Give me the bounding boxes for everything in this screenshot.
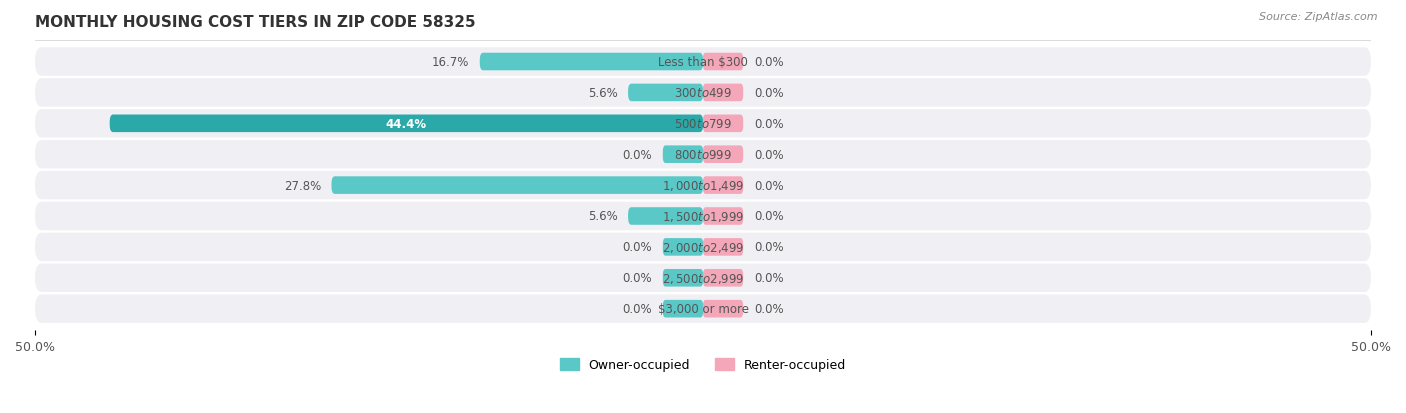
FancyBboxPatch shape (703, 239, 744, 256)
FancyBboxPatch shape (35, 141, 1371, 169)
FancyBboxPatch shape (703, 300, 744, 318)
FancyBboxPatch shape (35, 202, 1371, 230)
FancyBboxPatch shape (35, 48, 1371, 76)
FancyBboxPatch shape (662, 239, 703, 256)
FancyBboxPatch shape (35, 233, 1371, 261)
Text: 5.6%: 5.6% (588, 210, 617, 223)
FancyBboxPatch shape (35, 264, 1371, 292)
Text: 0.0%: 0.0% (623, 302, 652, 316)
Text: 44.4%: 44.4% (385, 118, 427, 131)
FancyBboxPatch shape (35, 171, 1371, 200)
Text: 16.7%: 16.7% (432, 56, 470, 69)
Text: MONTHLY HOUSING COST TIERS IN ZIP CODE 58325: MONTHLY HOUSING COST TIERS IN ZIP CODE 5… (35, 15, 475, 30)
FancyBboxPatch shape (703, 208, 744, 225)
Text: 0.0%: 0.0% (754, 241, 783, 254)
FancyBboxPatch shape (703, 269, 744, 287)
Text: $2,000 to $2,499: $2,000 to $2,499 (662, 240, 744, 254)
Text: $800 to $999: $800 to $999 (673, 148, 733, 161)
Text: 0.0%: 0.0% (623, 148, 652, 161)
Text: $2,500 to $2,999: $2,500 to $2,999 (662, 271, 744, 285)
FancyBboxPatch shape (703, 54, 744, 71)
Text: 5.6%: 5.6% (588, 87, 617, 100)
FancyBboxPatch shape (703, 177, 744, 195)
Legend: Owner-occupied, Renter-occupied: Owner-occupied, Renter-occupied (555, 354, 851, 376)
FancyBboxPatch shape (703, 115, 744, 133)
Text: $1,000 to $1,499: $1,000 to $1,499 (662, 179, 744, 192)
Text: 0.0%: 0.0% (754, 118, 783, 131)
FancyBboxPatch shape (703, 146, 744, 164)
Text: 0.0%: 0.0% (754, 210, 783, 223)
Text: 0.0%: 0.0% (754, 272, 783, 285)
FancyBboxPatch shape (662, 269, 703, 287)
Text: 0.0%: 0.0% (754, 302, 783, 316)
Text: 0.0%: 0.0% (623, 241, 652, 254)
FancyBboxPatch shape (479, 54, 703, 71)
Text: 0.0%: 0.0% (754, 56, 783, 69)
Text: $1,500 to $1,999: $1,500 to $1,999 (662, 209, 744, 223)
FancyBboxPatch shape (332, 177, 703, 195)
Text: 0.0%: 0.0% (754, 179, 783, 192)
Text: $500 to $799: $500 to $799 (673, 118, 733, 131)
Text: Less than $300: Less than $300 (658, 56, 748, 69)
FancyBboxPatch shape (662, 300, 703, 318)
FancyBboxPatch shape (628, 208, 703, 225)
FancyBboxPatch shape (703, 84, 744, 102)
FancyBboxPatch shape (110, 115, 703, 133)
Text: Source: ZipAtlas.com: Source: ZipAtlas.com (1260, 12, 1378, 22)
Text: $3,000 or more: $3,000 or more (658, 302, 748, 316)
Text: 0.0%: 0.0% (754, 148, 783, 161)
Text: 0.0%: 0.0% (754, 87, 783, 100)
FancyBboxPatch shape (35, 79, 1371, 107)
FancyBboxPatch shape (35, 295, 1371, 323)
FancyBboxPatch shape (35, 110, 1371, 138)
Text: $300 to $499: $300 to $499 (673, 87, 733, 100)
FancyBboxPatch shape (662, 146, 703, 164)
Text: 0.0%: 0.0% (623, 272, 652, 285)
Text: 27.8%: 27.8% (284, 179, 321, 192)
FancyBboxPatch shape (628, 84, 703, 102)
